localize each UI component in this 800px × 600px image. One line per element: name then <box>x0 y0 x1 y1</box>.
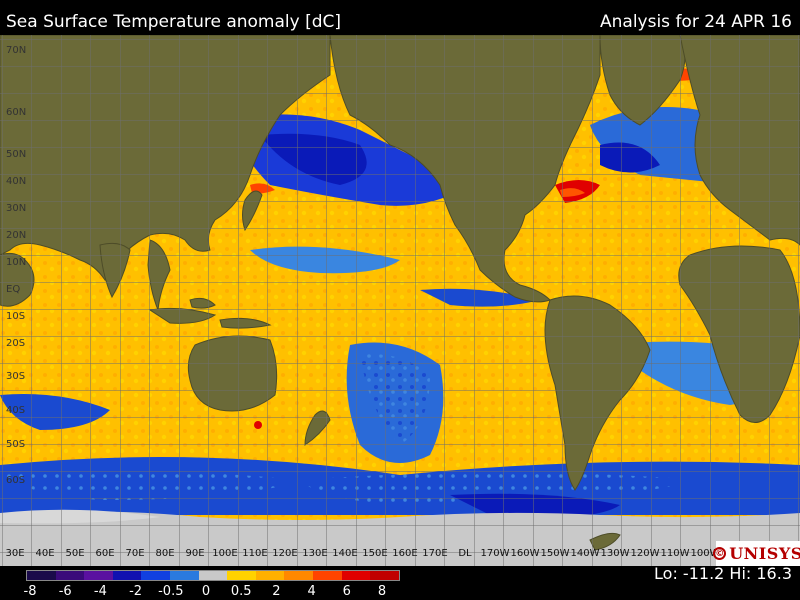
longitude-label: 100W <box>690 548 716 559</box>
longitude-label: 150E <box>362 548 388 559</box>
color-swatch <box>255 571 285 580</box>
lat-label: 40S <box>6 405 26 416</box>
color-swatch <box>198 571 228 580</box>
longitude-label: 120W <box>630 548 660 559</box>
lat-label: 20S <box>6 338 26 349</box>
color-swatch <box>370 571 399 580</box>
longitude-label: 170E <box>422 548 448 559</box>
longitude-label: 30E <box>5 548 25 559</box>
color-scale-label: -2 <box>129 584 143 599</box>
color-scale-label: 0 <box>201 584 211 599</box>
color-swatch <box>112 571 142 580</box>
longitude-label: 160E <box>392 548 418 559</box>
longitude-label: DL <box>458 548 472 559</box>
sst-anomaly-map: 70N 60N 50N 40N 30N 20N 10N EQ 10S 20S 3… <box>0 35 800 566</box>
color-swatch <box>170 571 199 580</box>
longitude-label: 70E <box>125 548 145 559</box>
lat-label: 40N <box>6 176 27 187</box>
color-scale-label: 6 <box>342 584 351 599</box>
longitude-label: 110E <box>242 548 268 559</box>
lat-label: 10N <box>6 257 27 268</box>
lo-hi-stats: Lo: -11.2 Hi: 16.3 <box>654 564 792 583</box>
longitude-label: 80E <box>155 548 175 559</box>
longitude-label: 150W <box>540 548 570 559</box>
analysis-date: Analysis for 24 APR 16 <box>600 12 792 32</box>
color-scale-bar <box>26 570 400 581</box>
longitude-label: 40E <box>35 548 55 559</box>
copyright-icon: © <box>713 547 727 560</box>
color-scale-label: -6 <box>58 584 72 599</box>
longitude-labels: 30E 40E 50E 60E 70E 80E 90E 100E 110E 120E 130E 140… <box>0 548 715 560</box>
lat-label: 30S <box>6 371 26 382</box>
color-swatch <box>284 571 314 580</box>
longitude-label: 140E <box>332 548 358 559</box>
color-swatch <box>84 571 113 580</box>
longitude-label: 90E <box>185 548 205 559</box>
color-scale-label: 8 <box>377 584 387 599</box>
longitude-label: 110W <box>660 548 690 559</box>
logo-text: UNISYS <box>729 544 800 563</box>
color-swatch <box>141 571 171 580</box>
lat-label: 30N <box>6 203 27 214</box>
longitude-label: 130W <box>600 548 630 559</box>
longitude-label: 120E <box>272 548 298 559</box>
color-scale-label: 2 <box>272 584 281 599</box>
longitude-label: 100E <box>212 548 238 559</box>
lat-label: 60N <box>6 107 27 118</box>
longitude-label: 160W <box>510 548 540 559</box>
color-swatch <box>55 571 85 580</box>
color-scale-label: 0.5 <box>230 584 252 599</box>
lat-label: 10S <box>6 311 26 322</box>
color-scale-label: -4 <box>93 584 107 599</box>
longitude-label: 130E <box>302 548 328 559</box>
color-scale-label: -0.5 <box>158 584 184 599</box>
lat-label: 50S <box>6 439 26 450</box>
color-scale-label: -8 <box>23 584 37 599</box>
map-title: Sea Surface Temperature anomaly [dC] <box>6 12 342 32</box>
color-swatch <box>341 571 371 580</box>
color-swatch <box>313 571 342 580</box>
unisys-logo: © UNISYS <box>713 541 800 566</box>
color-swatch <box>27 571 56 580</box>
longitude-label: 140W <box>570 548 600 559</box>
lat-label: 20N <box>6 230 27 241</box>
lat-label: EQ <box>6 284 21 295</box>
color-scale-label: 4 <box>307 584 316 599</box>
longitude-label: 50E <box>65 548 85 559</box>
lat-label: 50N <box>6 149 27 160</box>
color-swatch <box>227 571 256 580</box>
lat-label: 70N <box>6 45 27 56</box>
longitude-label: 60E <box>95 548 115 559</box>
lat-lon-grid <box>0 35 800 566</box>
lat-label: 60S <box>6 475 26 486</box>
longitude-label: 170W <box>480 548 510 559</box>
